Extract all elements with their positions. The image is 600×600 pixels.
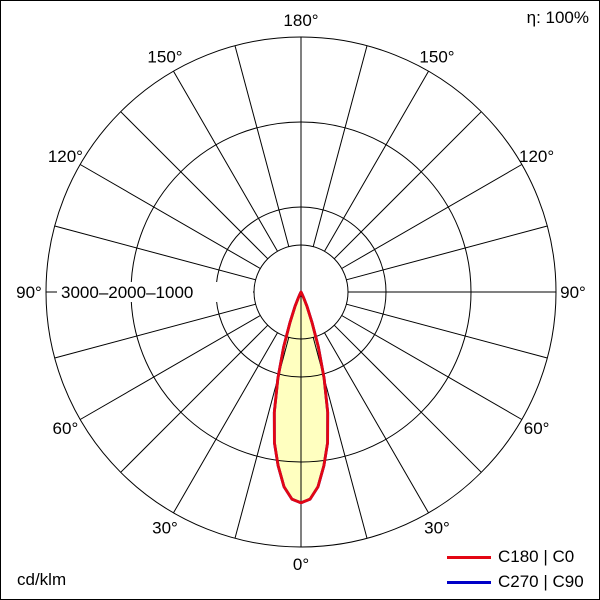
- legend-label-c0: C180 | C0: [498, 547, 575, 566]
- efficiency-label: η: 100%: [526, 8, 589, 27]
- angle-label-60: 60°: [53, 419, 79, 438]
- grid-spoke: [173, 70, 278, 252]
- grid-spoke: [346, 303, 548, 359]
- legend-line-c0-icon: [447, 555, 491, 559]
- grid-spoke: [341, 315, 523, 420]
- legend-row-c0: C180 | C0: [447, 547, 574, 567]
- grid-spoke: [346, 225, 548, 281]
- grid-spoke: [120, 111, 269, 260]
- grid-spoke: [120, 324, 269, 473]
- grid-spoke: [324, 70, 429, 252]
- grid-spoke: [173, 332, 278, 514]
- angle-label-90: 90°: [16, 283, 42, 302]
- angle-label-120: 120°: [519, 147, 554, 166]
- grid-spoke: [324, 332, 429, 514]
- angle-label-120: 120°: [48, 147, 83, 166]
- grid-spoke: [341, 164, 523, 269]
- grid-spoke: [234, 45, 290, 247]
- grid-spoke: [312, 45, 368, 247]
- angle-label-150: 150°: [419, 47, 454, 66]
- grid-spoke: [79, 315, 261, 420]
- grid-spoke: [54, 225, 256, 281]
- curve-c180-c0: [272, 290, 330, 505]
- angle-label-150: 150°: [147, 47, 182, 66]
- unit-label: cd/klm: [17, 570, 67, 589]
- grid-spoke: [333, 111, 482, 260]
- grid-spoke: [54, 303, 256, 359]
- angle-labels: 0° 30° 30° 60° 60° 90° 90° 120° 120° 150° 150° 180°: [16, 11, 586, 574]
- grid-spoke: [79, 164, 261, 269]
- grid-spoke: [333, 324, 482, 473]
- legend-label-c90: C270 | C90: [498, 572, 584, 591]
- angle-label-0: 0°: [293, 555, 309, 574]
- legend-line-c90-icon: [447, 580, 491, 584]
- polar-grid: [45, 36, 557, 548]
- angle-label-180: 180°: [283, 11, 318, 30]
- legend: C180 | C0 C270 | C90: [447, 547, 584, 592]
- angle-label-30: 30°: [152, 519, 178, 538]
- angle-label-60: 60°: [524, 419, 550, 438]
- angle-label-30: 30°: [424, 519, 450, 538]
- legend-row-c90: C270 | C90: [447, 572, 584, 592]
- ring-labels-background: [57, 282, 253, 302]
- ring-labels: 3000–2000–1000: [61, 283, 193, 302]
- angle-label-90: 90°: [560, 283, 586, 302]
